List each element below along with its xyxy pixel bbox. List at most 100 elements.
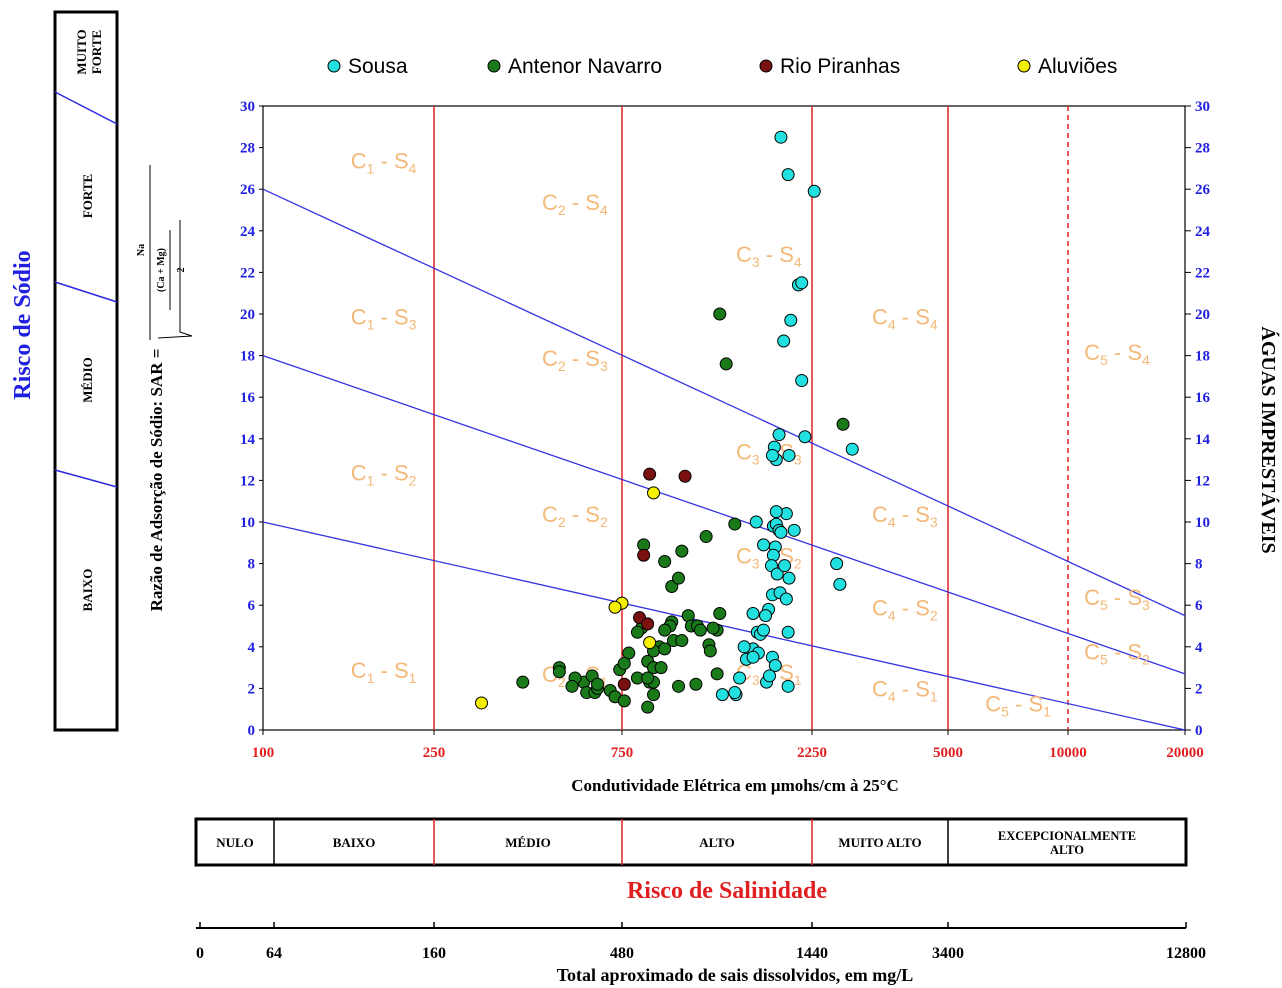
salinity-level-medio: MÉDIO [505, 835, 551, 850]
data-point [675, 544, 689, 558]
data-point [475, 696, 489, 710]
data-point [617, 677, 631, 691]
x-tick-label: 100 [252, 745, 275, 761]
data-point [617, 694, 631, 708]
zone-label: C4 - S4 [872, 304, 938, 332]
zone-labels: C1 - S4 C2 - S4 C3 - S4 C1 - S3 C4 - S4 C2 - … [351, 148, 1150, 719]
zone-label: C2 - S2 [542, 502, 608, 530]
y-tick-label-right: 14 [1195, 432, 1211, 448]
y-tick-label-right: 30 [1195, 99, 1210, 115]
y-tick-label-right: 0 [1195, 723, 1203, 739]
data-point [774, 130, 788, 144]
x-tick-label: 5000 [933, 745, 963, 761]
data-point [706, 621, 720, 635]
data-point [777, 334, 791, 348]
y-tick-label-left: 22 [240, 265, 255, 281]
data-point [565, 679, 579, 693]
data-point [795, 276, 809, 290]
zone-label: C5 - S1 [985, 691, 1051, 719]
data-point [647, 486, 661, 500]
tds-tick-label: 480 [610, 945, 634, 962]
salinity-level-alto: ALTO [699, 835, 734, 850]
zone-label: C1 - S4 [351, 148, 417, 176]
y-tick-label-right: 6 [1195, 598, 1203, 614]
sodium-boundary-line [262, 521, 1186, 731]
sodium-risk-title: Risco de Sódio [10, 250, 36, 399]
y-tick-label-left: 8 [248, 557, 256, 573]
data-point [746, 607, 760, 621]
x-tick-label: 750 [611, 745, 634, 761]
data-point [516, 675, 530, 689]
data-point [759, 609, 773, 623]
zone-label: C3 - S4 [736, 242, 802, 270]
data-point [781, 625, 795, 639]
zone-label: C1 - S2 [351, 460, 417, 488]
y-tick-label-right: 26 [1195, 182, 1211, 198]
data-point [552, 665, 566, 679]
data-point [795, 374, 809, 388]
data-point [765, 448, 779, 462]
data-point [728, 517, 742, 531]
zone-label: C5 - S4 [1084, 340, 1150, 368]
data-point [757, 623, 771, 637]
data-point [689, 677, 703, 691]
data-point [710, 667, 724, 681]
sodium-divider-3 [54, 469, 118, 488]
y-tick-label-left: 28 [240, 141, 255, 157]
data-point [678, 469, 692, 483]
formula-numerator: Na [136, 244, 147, 256]
data-point [630, 625, 644, 639]
data-point [787, 523, 801, 537]
y-tick-label-left: 16 [240, 390, 256, 406]
data-point [763, 669, 777, 683]
x-tick-label: 20000 [1166, 745, 1204, 761]
x-axis: 100 250 750 2250 5000 10000 20000 [252, 730, 1204, 761]
sar-formula: Na (Ca + Mg) 2 [136, 165, 193, 340]
sodium-divider-2 [54, 281, 118, 303]
data-point [658, 555, 672, 569]
data-point [733, 671, 747, 685]
data-point [643, 467, 657, 481]
y-tick-label-right: 12 [1195, 473, 1210, 489]
formula-sqrt [157, 220, 193, 339]
legend: Sousa Antenor Navarro Rio Piranhas Aluviões [327, 55, 1117, 78]
y-tick-label-left: 12 [240, 473, 255, 489]
formula-den-top: (Ca + Mg) [156, 248, 167, 292]
tds-tick-label: 64 [266, 945, 282, 962]
y-tick-label-right: 16 [1195, 390, 1211, 406]
data-point [647, 688, 661, 702]
data-point [728, 686, 742, 700]
data-point [641, 700, 655, 714]
sodium-boundaries [262, 188, 1186, 731]
y-tick-label-left: 18 [240, 349, 255, 365]
data-point [641, 671, 655, 685]
zone-label: C4 - S3 [872, 502, 938, 530]
sodium-level-medio: MÉDIO [80, 357, 95, 403]
x-tick-label: 10000 [1049, 745, 1087, 761]
data-point [782, 448, 796, 462]
data-point [658, 623, 672, 637]
data-point [836, 417, 850, 431]
data-point [608, 600, 622, 614]
legend-marker [487, 59, 501, 73]
data-point [782, 571, 796, 585]
tds-tick-label: 3400 [932, 945, 964, 962]
salinity-level-nulo: NULO [216, 835, 254, 850]
sodium-risk-box [53, 10, 119, 732]
y-tick-label-right: 24 [1195, 224, 1211, 240]
y-axis-label: Razão de Adsorção de Sódio: SAR = [147, 349, 166, 612]
zone-label: C5 - S2 [1084, 639, 1150, 667]
data-point [637, 548, 651, 562]
sodium-boundary-line [262, 188, 1186, 617]
data-point [719, 357, 733, 371]
sodium-risk-panel: MUITOFORTE FORTE MÉDIO BAIXO Risco de Só… [10, 10, 119, 732]
data-point [784, 313, 798, 327]
y-tick-label-right: 8 [1195, 557, 1203, 573]
data-point [781, 679, 795, 693]
salinity-boundaries [433, 106, 1069, 730]
data-point [737, 640, 751, 654]
data-point [617, 656, 631, 670]
data-point [713, 307, 727, 321]
